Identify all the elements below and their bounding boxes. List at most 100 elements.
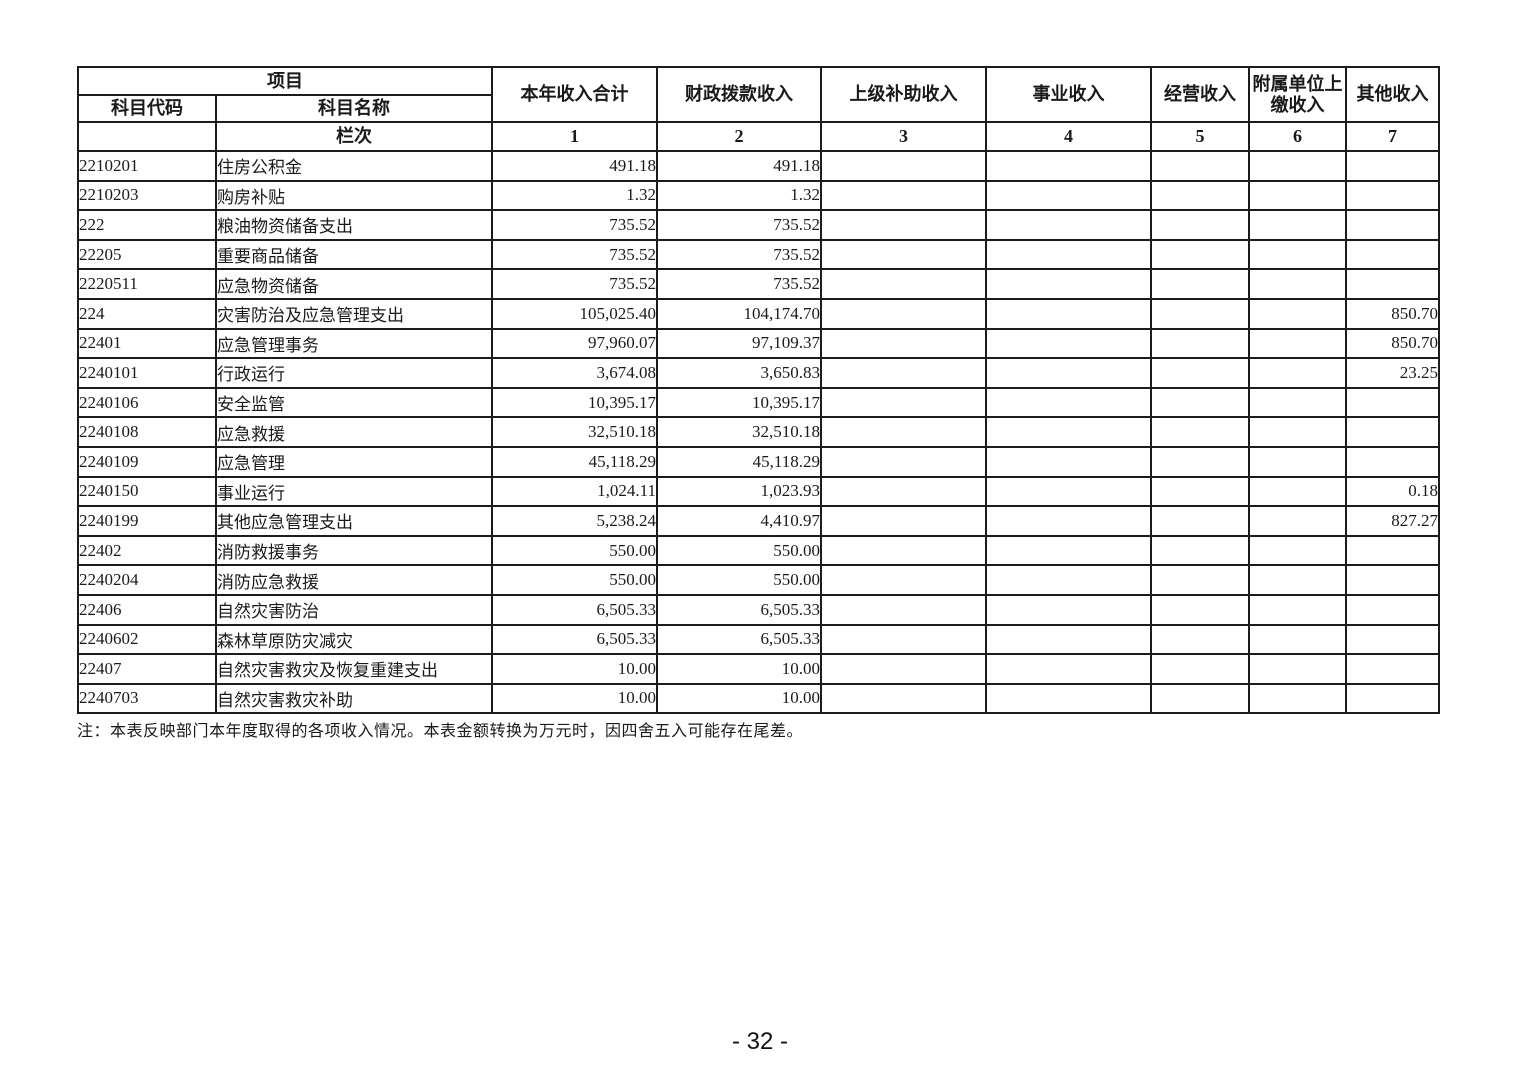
amount-cell [820, 327, 987, 360]
amount-cell: 97,109.37 [656, 327, 822, 360]
amount-cell [1345, 564, 1440, 596]
page-number: - 32 - [731, 1028, 788, 1055]
subject-code-cell: 2240199 [77, 505, 217, 537]
amount-cell [820, 150, 987, 182]
amount-cell [820, 445, 987, 478]
subject-code-cell: 2210201 [77, 150, 217, 182]
amount-cell: 491.18 [491, 150, 658, 182]
amount-cell [985, 682, 1152, 715]
amount-cell [1248, 268, 1347, 300]
amount-cell [1150, 268, 1250, 300]
header-row-project: 项目 本年收入合计 财政拨款收入 上级补助收入 事业收入 经营收入 附属单位上缴… [77, 66, 1440, 123]
subject-name-cell: 重要商品储备 [215, 238, 493, 271]
amount-cell: 97,960.07 [491, 327, 658, 360]
subject-name-cell: 森林草原防灾减灾 [215, 623, 493, 656]
amount-cell [1345, 445, 1440, 478]
amount-cell: 735.52 [491, 268, 658, 300]
amount-cell [1150, 150, 1250, 182]
amount-cell [1248, 534, 1347, 567]
amount-cell: 1.32 [656, 179, 822, 212]
subject-name-cell: 消防应急救援 [215, 564, 493, 596]
amount-cell [820, 623, 987, 656]
amount-cell: 550.00 [656, 534, 822, 567]
amount-cell: 6,505.33 [491, 593, 658, 626]
amount-cell [1248, 653, 1347, 685]
amount-cell [1248, 445, 1347, 478]
amount-cell: 10.00 [491, 653, 658, 685]
amount-cell [1248, 564, 1347, 596]
subject-code-cell: 22406 [77, 593, 217, 626]
table-row: 2240109 应急管理 45,118.29 45,118.29 [77, 445, 1440, 478]
subject-name-cell: 消防救援事务 [215, 534, 493, 567]
amount-cell [1345, 416, 1440, 448]
amount-cell [1150, 209, 1250, 241]
table-row: 22401 应急管理事务 97,960.07 97,109.37 850.70 [77, 327, 1440, 360]
subject-name-cell: 应急物资储备 [215, 268, 493, 300]
amount-cell [820, 357, 987, 389]
header-col-superior-subsidy: 上级补助收入 [820, 66, 987, 123]
subject-code-cell: 2240101 [77, 357, 217, 389]
amount-cell [820, 475, 987, 508]
amount-cell [1150, 534, 1250, 567]
amount-cell [820, 209, 987, 241]
header-col-operational-income: 事业收入 [985, 66, 1152, 123]
header-col-num-2: 2 [656, 121, 822, 152]
amount-cell: 6,505.33 [656, 593, 822, 626]
amount-cell [985, 653, 1152, 685]
amount-cell [985, 357, 1152, 389]
amount-cell: 6,505.33 [656, 623, 822, 656]
amount-cell: 10.00 [656, 682, 822, 715]
amount-cell [1150, 593, 1250, 626]
table-row: 2240199 其他应急管理支出 5,238.24 4,410.97 827.27 [77, 505, 1440, 537]
amount-cell: 735.52 [656, 238, 822, 271]
header-col-num-6: 6 [1248, 121, 1347, 152]
header-col-num-5: 5 [1150, 121, 1250, 152]
subject-code-cell: 22401 [77, 327, 217, 360]
subject-name-cell: 应急管理事务 [215, 327, 493, 360]
table-row: 2240602 森林草原防灾减灾 6,505.33 6,505.33 [77, 623, 1440, 656]
subject-code-cell: 22407 [77, 653, 217, 685]
amount-cell [1150, 327, 1250, 360]
amount-cell [985, 268, 1152, 300]
amount-cell [820, 682, 987, 715]
amount-cell [1150, 475, 1250, 508]
subject-code-cell: 2240109 [77, 445, 217, 478]
amount-cell [1345, 386, 1440, 419]
amount-cell [820, 386, 987, 419]
amount-cell: 32,510.18 [491, 416, 658, 448]
amount-cell: 4,410.97 [656, 505, 822, 537]
table-row: 2240108 应急救援 32,510.18 32,510.18 [77, 416, 1440, 448]
amount-cell [1150, 297, 1250, 330]
amount-cell [1150, 386, 1250, 419]
amount-cell [1248, 297, 1347, 330]
header-col-num-1: 1 [491, 121, 658, 152]
header-subject-name: 科目名称 [215, 94, 493, 123]
amount-cell [1345, 593, 1440, 626]
amount-cell [1150, 653, 1250, 685]
amount-cell [1248, 327, 1347, 360]
amount-cell [1248, 386, 1347, 419]
amount-cell: 23.25 [1345, 357, 1440, 389]
amount-cell [1345, 179, 1440, 212]
amount-cell: 32,510.18 [656, 416, 822, 448]
subject-name-cell: 应急救援 [215, 416, 493, 448]
amount-cell: 1,023.93 [656, 475, 822, 508]
amount-cell [820, 297, 987, 330]
amount-cell [1150, 682, 1250, 715]
amount-cell [1345, 268, 1440, 300]
subject-name-cell: 安全监管 [215, 386, 493, 419]
amount-cell: 45,118.29 [491, 445, 658, 478]
amount-cell: 10.00 [491, 682, 658, 715]
subject-code-cell: 2240703 [77, 682, 217, 715]
amount-cell: 735.52 [656, 268, 822, 300]
amount-cell [985, 475, 1152, 508]
amount-cell [820, 179, 987, 212]
amount-cell [1150, 623, 1250, 656]
subject-code-cell: 22402 [77, 534, 217, 567]
subject-name-cell: 事业运行 [215, 475, 493, 508]
amount-cell [820, 505, 987, 537]
table-row: 22402 消防救援事务 550.00 550.00 [77, 534, 1440, 567]
amount-cell [985, 209, 1152, 241]
header-col-business-income: 经营收入 [1150, 66, 1250, 123]
amount-cell [1345, 682, 1440, 715]
